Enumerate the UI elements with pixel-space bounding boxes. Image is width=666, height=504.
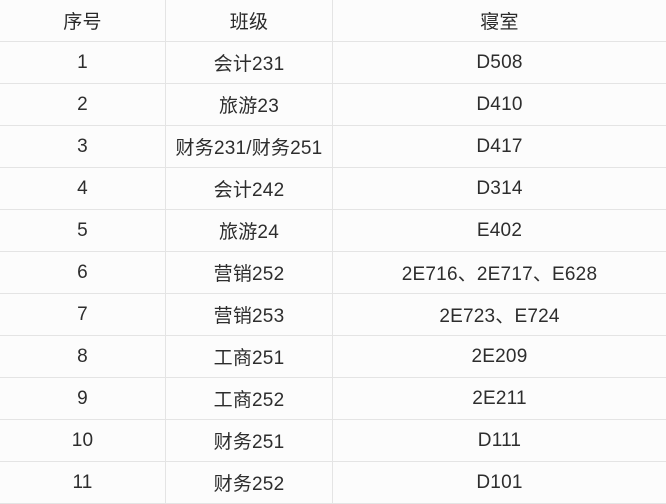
cell-dorm: 2E211 xyxy=(332,378,666,419)
cell-dorm: E402 xyxy=(332,210,666,251)
table-row: 1 会计231 D508 xyxy=(0,42,666,84)
cell-dorm: D417 xyxy=(332,126,666,167)
header-cell-class: 班级 xyxy=(165,0,332,41)
cell-class: 财务231/财务251 xyxy=(165,126,332,167)
cell-index: 9 xyxy=(77,387,88,409)
cell-index: 7 xyxy=(77,303,88,325)
cell-index: 3 xyxy=(77,135,88,157)
cell-class: 财务252 xyxy=(165,462,332,503)
cell-dorm: D410 xyxy=(332,84,666,125)
cell-dorm: D314 xyxy=(332,168,666,209)
header-cell-index: 序号 xyxy=(63,12,102,33)
table-header-row: 序号 班级 寝室 xyxy=(0,0,666,42)
cell-class: 工商251 xyxy=(165,336,332,377)
table-row: 2 旅游23 D410 xyxy=(0,84,666,126)
table-row: 10 财务251 D111 xyxy=(0,420,666,462)
cell-index: 11 xyxy=(72,471,93,493)
table-row: 7 营销253 2E723、E724 xyxy=(0,294,666,336)
cell-index: 8 xyxy=(77,345,88,367)
cell-dorm: 2E209 xyxy=(332,336,666,377)
cell-class: 营销252 xyxy=(165,252,332,293)
cell-class: 工商252 xyxy=(165,378,332,419)
cell-class: 财务251 xyxy=(165,420,332,461)
cell-index: 2 xyxy=(77,93,88,115)
table-row: 8 工商251 2E209 xyxy=(0,336,666,378)
table-row: 9 工商252 2E211 xyxy=(0,378,666,420)
cell-index: 6 xyxy=(77,261,88,283)
header-cell-dorm: 寝室 xyxy=(332,0,666,41)
cell-class: 会计231 xyxy=(165,42,332,83)
table-row: 3 财务231/财务251 D417 xyxy=(0,126,666,168)
table-row: 4 会计242 D314 xyxy=(0,168,666,210)
cell-dorm: 2E716、2E717、E628 xyxy=(332,252,666,293)
cell-index: 4 xyxy=(77,177,88,199)
cell-dorm: D111 xyxy=(332,420,666,461)
cell-index: 10 xyxy=(71,429,94,451)
table-row: 5 旅游24 E402 xyxy=(0,210,666,252)
table-row: 6 营销252 2E716、2E717、E628 xyxy=(0,252,666,294)
cell-class: 营销253 xyxy=(165,294,332,335)
cell-class: 会计242 xyxy=(165,168,332,209)
table-body: 1 会计231 D508 2 旅游23 D410 3 财务231/财务251 D… xyxy=(0,42,666,504)
cell-index: 1 xyxy=(77,51,88,73)
cell-class: 旅游24 xyxy=(165,210,332,251)
cell-dorm: D508 xyxy=(332,42,666,83)
cell-index: 5 xyxy=(77,219,88,241)
cell-dorm: D101 xyxy=(332,462,666,503)
cell-class: 旅游23 xyxy=(165,84,332,125)
table-row: 11 财务252 D101 xyxy=(0,462,666,504)
cell-dorm: 2E723、E724 xyxy=(332,294,666,335)
